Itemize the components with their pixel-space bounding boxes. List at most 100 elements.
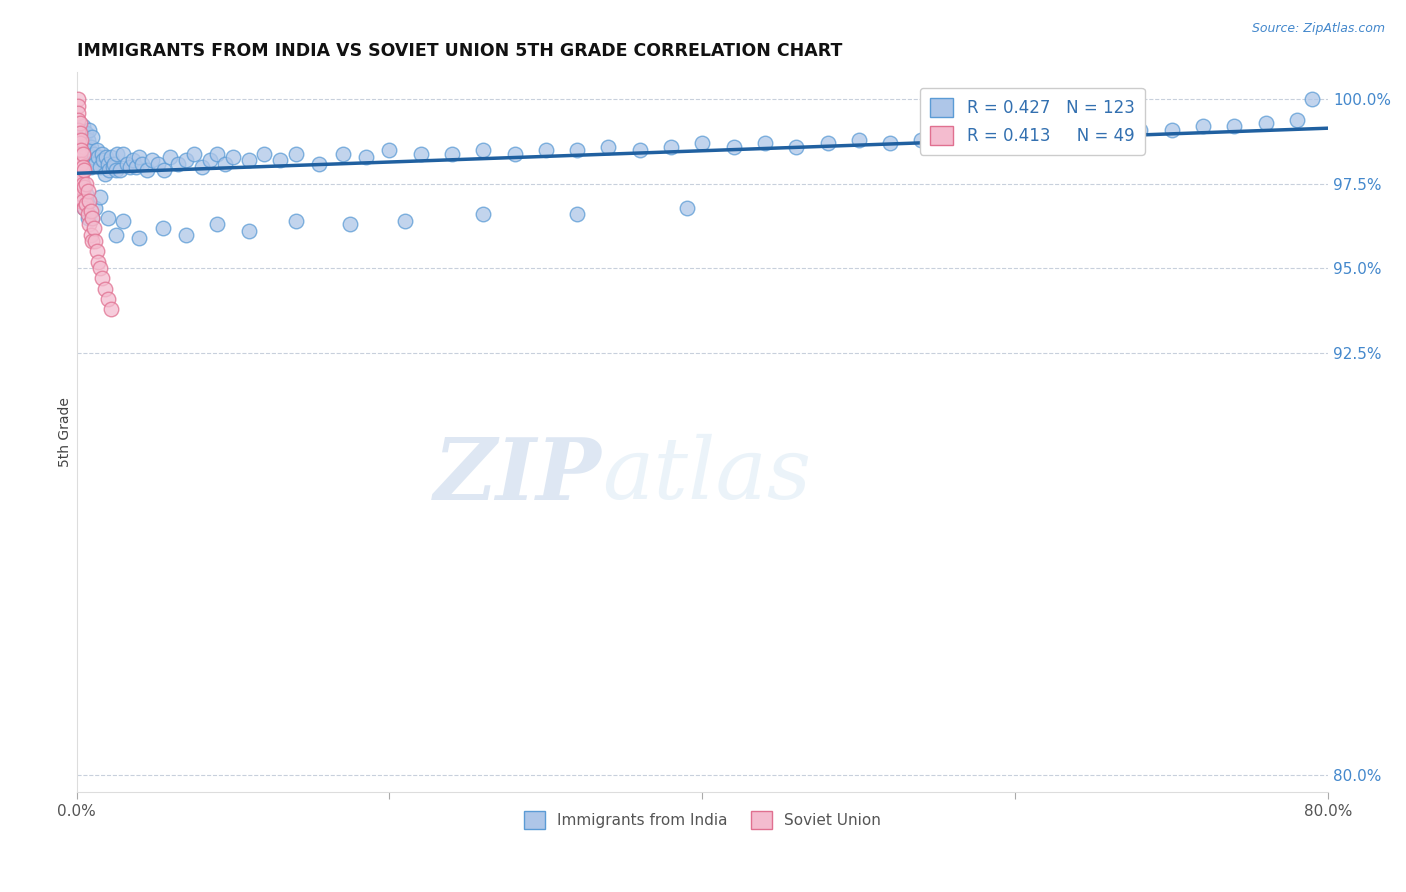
Point [207, 146, 229, 161]
Point [70, 133, 93, 147]
Point [84, 235, 107, 249]
Point [86, 244, 108, 259]
Point [1035, 129, 1057, 144]
Point [112, 146, 135, 161]
Point [910, 133, 932, 147]
Point [1285, 112, 1308, 127]
Point [339, 218, 361, 232]
Point [76, 207, 98, 221]
Point [146, 156, 169, 170]
Point [567, 143, 589, 157]
Point [122, 153, 145, 168]
Point [89, 261, 111, 276]
Point [96, 150, 118, 164]
Point [1067, 126, 1090, 140]
Point [76, 184, 98, 198]
Point [67, 163, 90, 178]
Point [67, 133, 90, 147]
Point [82, 211, 104, 225]
Point [69, 156, 91, 170]
Point [118, 160, 141, 174]
Point [159, 150, 181, 164]
Point [238, 224, 260, 238]
Point [72, 160, 94, 174]
Point [97, 211, 120, 225]
Point [308, 156, 330, 170]
Point [67, 92, 90, 106]
Point [503, 146, 526, 161]
Point [817, 136, 839, 151]
Point [723, 140, 745, 154]
Point [112, 214, 135, 228]
Point [128, 150, 150, 164]
Point [93, 167, 115, 181]
Point [128, 231, 150, 245]
Point [70, 150, 93, 164]
Point [110, 163, 132, 178]
Text: Source: ZipAtlas.com: Source: ZipAtlas.com [1251, 22, 1385, 36]
Point [101, 160, 124, 174]
Point [269, 153, 291, 168]
Point [70, 143, 93, 157]
Point [105, 146, 128, 161]
Point [82, 150, 104, 164]
Point [83, 220, 105, 235]
Point [125, 160, 148, 174]
Point [87, 254, 110, 268]
Point [69, 167, 91, 181]
Point [70, 129, 93, 144]
Point [153, 163, 176, 178]
Point [69, 173, 91, 187]
Point [441, 146, 464, 161]
Point [76, 133, 98, 147]
Point [72, 160, 94, 174]
Point [1098, 126, 1121, 140]
Point [354, 150, 377, 164]
Point [77, 194, 100, 208]
Point [1129, 123, 1152, 137]
Point [598, 140, 620, 154]
Point [75, 177, 97, 191]
Point [136, 163, 159, 178]
Point [67, 112, 90, 127]
Point [70, 170, 93, 185]
Point [100, 301, 122, 316]
Point [222, 150, 245, 164]
Point [174, 227, 197, 242]
Y-axis label: 5th Grade: 5th Grade [59, 397, 73, 467]
Point [848, 133, 870, 147]
Point [70, 170, 93, 185]
Point [69, 143, 91, 157]
Point [238, 153, 260, 168]
Point [77, 218, 100, 232]
Point [1301, 92, 1323, 106]
Point [284, 146, 307, 161]
Point [253, 146, 276, 161]
Point [472, 207, 495, 221]
Point [284, 214, 307, 228]
Text: IMMIGRANTS FROM INDIA VS SOVIET UNION 5TH GRADE CORRELATION CHART: IMMIGRANTS FROM INDIA VS SOVIET UNION 5T… [76, 42, 842, 60]
Point [73, 201, 96, 215]
Point [77, 123, 100, 137]
Point [104, 163, 127, 178]
Point [79, 140, 101, 154]
Point [72, 140, 94, 154]
Point [675, 201, 697, 215]
Point [73, 180, 96, 194]
Point [942, 133, 965, 147]
Point [79, 160, 101, 174]
Point [879, 136, 901, 151]
Point [79, 227, 101, 242]
Point [207, 218, 229, 232]
Point [69, 116, 91, 130]
Point [77, 194, 100, 208]
Point [76, 153, 98, 168]
Legend: Immigrants from India, Soviet Union: Immigrants from India, Soviet Union [517, 805, 887, 835]
Point [91, 153, 114, 168]
Point [98, 163, 121, 178]
Point [67, 106, 90, 120]
Point [82, 235, 104, 249]
Point [1160, 123, 1182, 137]
Point [89, 160, 111, 174]
Point [82, 211, 104, 225]
